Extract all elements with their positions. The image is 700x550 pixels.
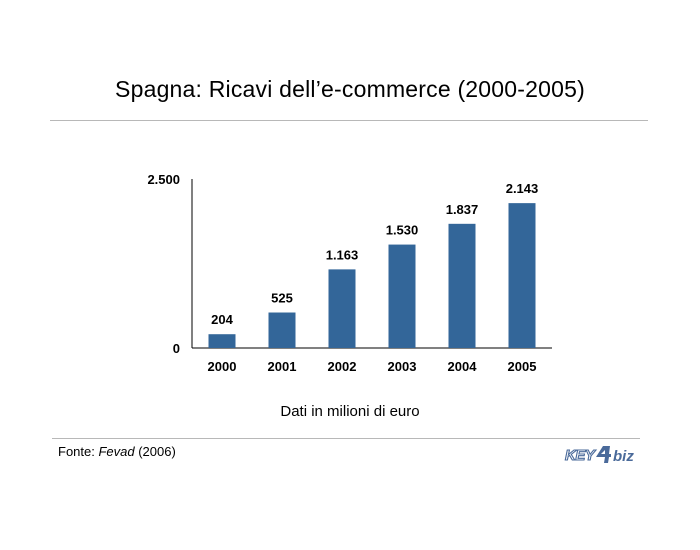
data-label: 1.163 [326,247,359,262]
x-tick-label: 2000 [208,359,237,374]
logo-text-right: biz [613,448,634,465]
bar [328,269,356,348]
bar [268,312,296,348]
data-label: 1.530 [386,223,419,238]
source-note: Fonte: Fevad (2006) [58,444,176,459]
bar [448,223,476,348]
source-suffix: (2006) [134,444,176,459]
x-tick-label: 2002 [328,359,357,374]
unit-note: Dati in milioni di euro [280,403,420,420]
source-prefix: Fonte: [58,444,99,459]
x-tick-label: 2001 [268,359,297,374]
data-label: 2.143 [506,181,539,196]
source-name: Fevad [98,444,135,459]
title-divider [50,120,648,121]
data-label: 1.837 [446,202,479,217]
footer-divider [52,438,640,439]
data-label: 525 [271,291,293,306]
x-tick-label: 2004 [448,359,478,374]
bar [508,203,536,348]
bar-chart: 0 2.500 2000 204 2001 525 2002 1.163 2003 1.530 20… [147,172,552,374]
chart-title: Spagna: Ricavi dell’e-commerce (2000-200… [115,76,585,102]
logo-number-4 [596,446,611,463]
key4biz-logo: KEY biz [564,446,634,465]
y-tick-label: 0 [173,341,180,356]
bar [208,334,236,348]
x-tick-label: 2005 [508,359,537,374]
data-label: 204 [211,312,233,327]
x-tick-label: 2003 [388,359,417,374]
y-tick-label: 2.500 [147,172,180,187]
bar [388,244,416,348]
logo-text-left: KEY [565,447,597,464]
